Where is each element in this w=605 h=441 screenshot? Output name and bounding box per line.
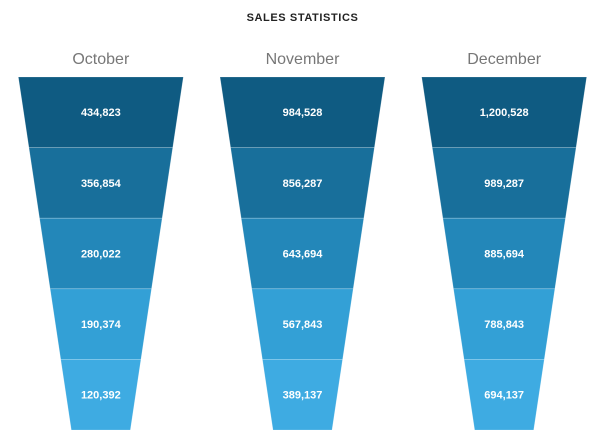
value-label: 280,022: [81, 248, 121, 260]
value-label: 356,854: [81, 178, 122, 190]
value-label: 885,694: [484, 248, 525, 260]
value-label: 643,694: [283, 248, 324, 260]
funnel-segment: [463, 359, 545, 431]
value-label: 1,200,528: [480, 107, 529, 119]
funnel-name: December: [467, 51, 541, 68]
value-label: 856,287: [283, 178, 323, 190]
funnel: October 434,823 356,854 280,022 190,374 120,3…: [17, 51, 184, 431]
funnel-segment: [262, 359, 343, 431]
value-label: 989,287: [484, 178, 524, 190]
funnel: December 1,200,528 989,287 885,694 788,843 69…: [421, 51, 588, 431]
funnel-name: November: [266, 51, 340, 68]
value-label: 120,392: [81, 390, 121, 402]
chart-title: SALES STATISTICS: [247, 12, 359, 24]
value-label: 694,137: [484, 390, 524, 402]
value-label: 434,823: [81, 107, 121, 119]
value-label: 567,843: [283, 319, 323, 331]
funnel-segment: [60, 359, 142, 431]
value-label: 788,843: [484, 319, 524, 331]
funnel: November 984,528 856,287 643,694 567,843 389,…: [219, 51, 386, 431]
funnel-name: October: [72, 51, 130, 68]
value-label: 984,528: [283, 107, 323, 119]
value-label: 389,137: [283, 390, 323, 402]
value-label: 190,374: [81, 319, 122, 331]
